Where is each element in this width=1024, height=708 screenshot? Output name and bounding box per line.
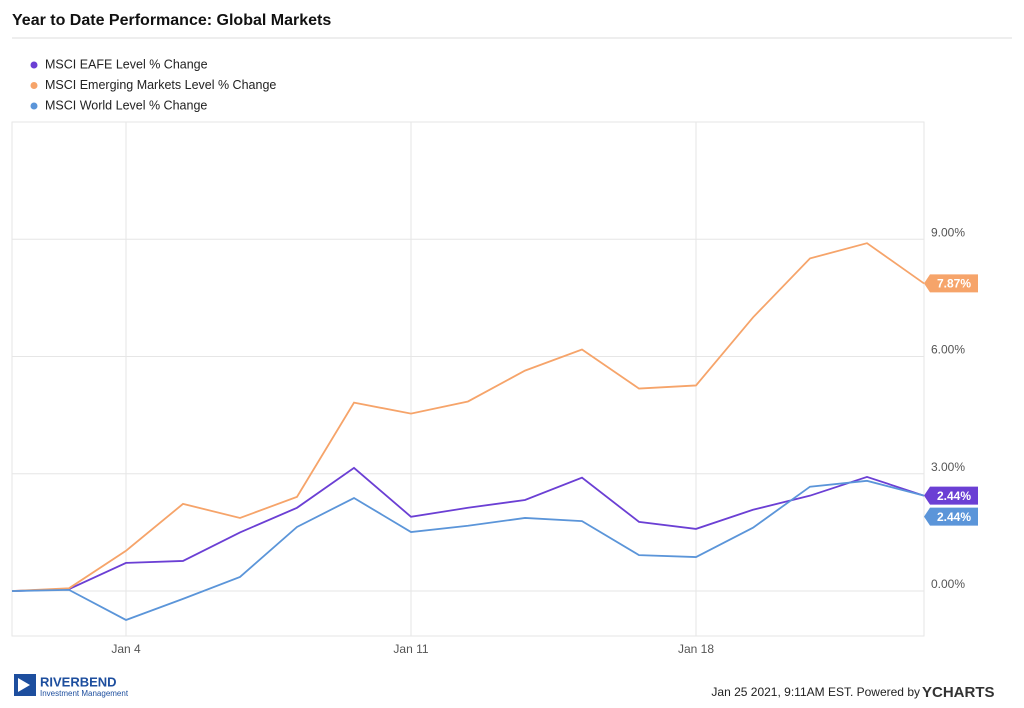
plot-frame [11,121,925,637]
logo-subtext: Investment Management [40,689,129,698]
x-tick-label: Jan 11 [393,642,428,656]
legend-label: MSCI World Level % Change [45,98,207,112]
logo-text: RIVERBEND [40,674,117,689]
end-label-tag [924,486,978,505]
line [11,466,925,592]
legend-dot [30,61,38,69]
end-label: 2.44% [937,510,971,524]
brand: YCHARTS [922,684,995,701]
logo: RIVERBEND Investment Management [14,674,129,698]
timestamp: Jan 25 2021, 9:11AM EST. Powered by [711,685,920,699]
end-label-tag [924,507,978,526]
x-tick-label: Jan 4 [111,642,141,656]
y-tick-label: 0.00% [931,577,965,591]
y-tick-label: 9.00% [931,225,965,239]
legend-label: MSCI EAFE Level % Change [45,57,208,71]
legend-dot [30,102,38,110]
logo-icon-mark [18,678,30,692]
legend-label: MSCI Emerging Markets Level % Change [45,78,276,92]
y-tick-label: 3.00% [931,460,965,474]
chart-title: Year to Date Performance: Global Markets [12,12,331,29]
end-label: 7.87% [937,277,971,291]
x-tick-label: Jan 18 [678,642,714,656]
line [11,242,925,592]
line [11,479,925,621]
end-label-tag [924,274,978,293]
end-label: 2.44% [937,489,971,503]
legend-dot [30,82,38,89]
y-tick-label: 6.00% [931,343,965,357]
